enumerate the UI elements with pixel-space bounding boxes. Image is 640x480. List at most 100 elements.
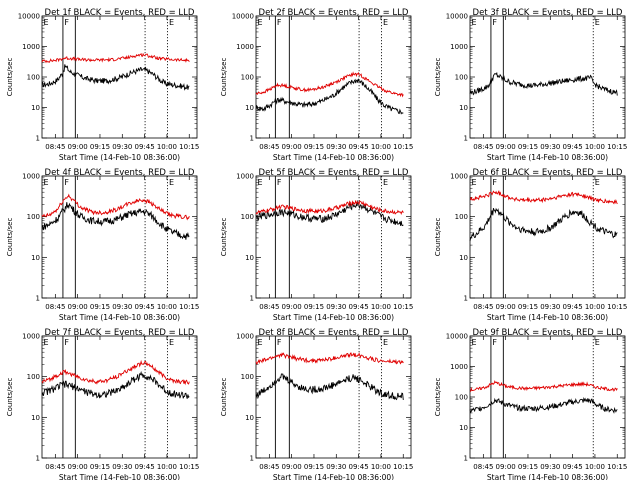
panel-title: Det 4f BLACK = Events, RED = LLD xyxy=(45,168,195,178)
series-line-lld xyxy=(469,380,618,392)
x-tick-label: 09:00 xyxy=(496,463,516,471)
interval-marker-label: E xyxy=(595,178,600,187)
plot-frame xyxy=(41,335,198,459)
x-tick-label: 08:45 xyxy=(259,143,279,151)
x-tick-label: 09:45 xyxy=(563,463,583,471)
series-line-lld xyxy=(255,71,404,98)
x-tick-label: 09:00 xyxy=(68,463,88,471)
x-tick-label: 09:15 xyxy=(90,143,110,151)
y-axis-label: Counts/sec xyxy=(434,58,442,97)
x-axis-label: Start Time (14-Feb-10 08:36:00) xyxy=(59,153,180,162)
y-tick-label: 10000 xyxy=(446,333,468,341)
x-tick-label: 09:30 xyxy=(540,463,560,471)
y-tick-label: 100 xyxy=(241,373,254,381)
y-tick-label: 1 xyxy=(464,135,468,143)
x-tick-label: 10:00 xyxy=(371,463,391,471)
y-axis-label: Counts/sec xyxy=(434,218,442,257)
x-axis-label: Start Time (14-Feb-10 08:36:00) xyxy=(273,153,394,162)
y-tick-label: 10 xyxy=(245,254,254,262)
panel-title: Det 6f BLACK = Events, RED = LLD xyxy=(473,168,623,178)
x-axis-label: Start Time (14-Feb-10 08:36:00) xyxy=(273,313,394,322)
x-tick-label: 10:15 xyxy=(179,463,199,471)
x-tick-label: 10:15 xyxy=(179,303,199,311)
x-tick-label: 08:45 xyxy=(473,463,493,471)
x-tick-label: 09:15 xyxy=(90,463,110,471)
x-tick-label: 10:15 xyxy=(393,303,413,311)
interval-marker-label: E xyxy=(383,18,388,27)
y-axis-label: Counts/sec xyxy=(220,378,228,417)
interval-marker-label: E xyxy=(472,338,477,347)
y-tick-label: 1000 xyxy=(450,43,468,51)
x-tick-label: 10:00 xyxy=(371,143,391,151)
x-tick-label: 10:15 xyxy=(393,463,413,471)
x-tick-label: 08:45 xyxy=(45,303,65,311)
y-tick-label: 1000 xyxy=(22,43,40,51)
interval-marker-label: E xyxy=(258,18,263,27)
y-tick-label: 10 xyxy=(459,104,468,112)
y-tick-label: 100 xyxy=(241,213,254,221)
x-tick-label: 09:00 xyxy=(68,303,88,311)
x-axis-label: Start Time (14-Feb-10 08:36:00) xyxy=(59,313,180,322)
x-tick-label: 09:00 xyxy=(282,463,302,471)
x-tick-label: 09:00 xyxy=(496,143,516,151)
x-tick-label: 09:15 xyxy=(304,463,324,471)
panel-title: Det 7f BLACK = Events, RED = LLD xyxy=(45,328,195,338)
y-tick-label: 1000 xyxy=(236,43,254,51)
series-line-events xyxy=(41,370,190,399)
y-tick-label: 10 xyxy=(245,414,254,422)
y-tick-label: 1000 xyxy=(450,173,468,181)
y-tick-label: 10000 xyxy=(232,13,254,21)
y-tick-label: 1 xyxy=(464,295,468,303)
x-tick-label: 09:30 xyxy=(326,463,346,471)
plot-frame xyxy=(469,175,626,299)
series-line-events xyxy=(255,199,404,227)
x-tick-label: 10:00 xyxy=(157,303,177,311)
y-tick-label: 1000 xyxy=(22,333,40,341)
interval-marker-label: F xyxy=(277,178,282,187)
y-tick-label: 1 xyxy=(250,455,254,463)
x-tick-label: 09:45 xyxy=(349,463,369,471)
x-tick-label: 10:00 xyxy=(585,143,605,151)
panel-title: Det 1f BLACK = Events, RED = LLD xyxy=(45,8,195,18)
x-tick-label: 09:00 xyxy=(282,303,302,311)
x-tick-label: 09:30 xyxy=(326,303,346,311)
detector-panel-4: Det 4f BLACK = Events, RED = LLD Counts/s… xyxy=(6,168,199,322)
series-line-events xyxy=(469,396,618,414)
x-tick-label: 09:15 xyxy=(518,303,538,311)
y-tick-label: 100 xyxy=(455,74,468,82)
panel-title: Det 2f BLACK = Events, RED = LLD xyxy=(259,8,409,18)
y-tick-label: 1000 xyxy=(236,173,254,181)
series-line-events xyxy=(255,373,404,401)
x-tick-label: 09:00 xyxy=(496,303,516,311)
interval-marker-label: F xyxy=(492,338,497,347)
x-tick-label: 09:45 xyxy=(135,303,155,311)
x-tick-label: 08:45 xyxy=(45,143,65,151)
interval-marker-label: E xyxy=(169,338,174,347)
y-tick-label: 10000 xyxy=(18,13,40,21)
x-tick-label: 09:30 xyxy=(112,303,132,311)
detector-panel-5: Det 5f BLACK = Events, RED = LLD Counts/s… xyxy=(220,168,413,322)
plot-frame xyxy=(255,175,412,299)
y-axis-label: Counts/sec xyxy=(6,218,14,257)
x-axis-label: Start Time (14-Feb-10 08:36:00) xyxy=(487,473,608,480)
detector-panel-1: Det 1f BLACK = Events, RED = LLD Counts/s… xyxy=(6,8,199,162)
y-axis-label: Counts/sec xyxy=(434,378,442,417)
y-tick-label: 1 xyxy=(36,135,40,143)
panel-title: Det 9f BLACK = Events, RED = LLD xyxy=(473,328,623,338)
x-tick-label: 09:00 xyxy=(282,143,302,151)
y-tick-label: 1 xyxy=(250,135,254,143)
interval-marker-label: E xyxy=(383,178,388,187)
x-tick-label: 09:45 xyxy=(135,143,155,151)
x-tick-label: 09:45 xyxy=(349,143,369,151)
interval-marker-label: E xyxy=(472,18,477,27)
x-tick-label: 09:00 xyxy=(68,143,88,151)
x-tick-label: 10:15 xyxy=(607,303,627,311)
y-tick-label: 10 xyxy=(245,104,254,112)
y-tick-label: 10 xyxy=(459,254,468,262)
y-tick-label: 100 xyxy=(455,213,468,221)
y-tick-label: 10 xyxy=(31,254,40,262)
series-line-lld xyxy=(470,189,618,205)
y-tick-label: 10 xyxy=(459,424,468,432)
y-axis-label: Counts/sec xyxy=(6,58,14,97)
